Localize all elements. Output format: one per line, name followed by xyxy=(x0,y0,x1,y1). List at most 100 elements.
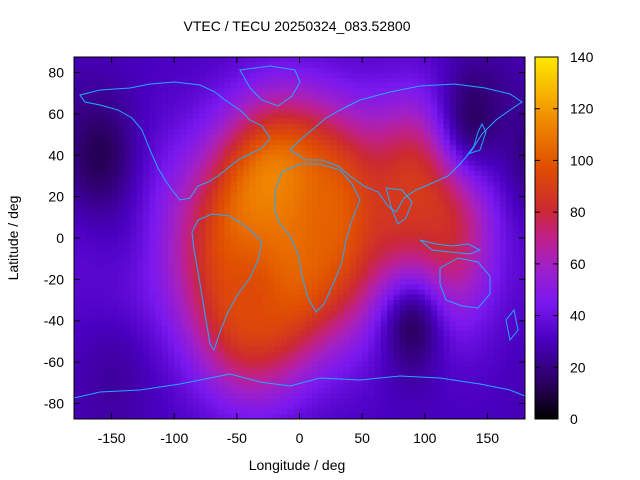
heat-cell xyxy=(518,186,525,193)
heat-cell xyxy=(261,150,269,156)
heat-cell xyxy=(380,377,388,384)
heat-cell xyxy=(424,144,432,151)
heat-cell xyxy=(124,206,131,213)
heat-cell xyxy=(255,346,263,353)
heat-cell xyxy=(318,408,326,415)
heat-cell xyxy=(230,108,238,115)
heat-cell xyxy=(518,82,525,89)
heat-cell xyxy=(293,305,301,311)
heat-cell xyxy=(468,201,476,208)
heat-cell xyxy=(462,315,470,322)
heat-cell xyxy=(236,403,244,410)
heat-cell xyxy=(293,232,301,239)
heat-cell xyxy=(80,165,88,172)
heat-cell xyxy=(86,77,94,84)
heat-cell xyxy=(499,274,507,280)
heat-cell xyxy=(193,243,200,249)
heat-cell xyxy=(418,382,426,389)
heat-cell xyxy=(405,305,413,311)
heat-cell xyxy=(506,170,514,177)
heat-cell xyxy=(243,300,250,306)
heat-cell xyxy=(324,341,332,348)
heat-cell xyxy=(343,377,351,384)
heat-cell xyxy=(374,367,382,374)
heat-cell xyxy=(92,325,100,332)
heat-cell xyxy=(468,346,476,353)
heat-cell xyxy=(424,372,432,379)
heat-cell xyxy=(224,82,232,89)
heat-cell xyxy=(424,77,432,84)
heat-cell xyxy=(437,310,445,317)
heat-cell xyxy=(142,144,150,151)
heat-cell xyxy=(86,398,94,405)
heat-cell xyxy=(506,103,514,110)
heat-cell xyxy=(261,238,269,244)
heat-cell xyxy=(337,124,344,130)
heat-cell xyxy=(124,351,131,358)
heat-cell xyxy=(299,160,307,167)
heat-cell xyxy=(487,181,495,187)
heat-cell xyxy=(368,294,376,301)
heat-cell xyxy=(318,57,326,63)
heat-cell xyxy=(280,77,288,84)
heat-cell xyxy=(299,336,307,343)
heat-cell xyxy=(499,129,507,136)
heat-cell xyxy=(130,72,138,79)
heat-cell xyxy=(286,408,294,415)
heat-cell xyxy=(487,279,495,286)
heat-cell xyxy=(431,387,438,394)
heat-cell xyxy=(218,362,225,368)
heat-cell xyxy=(305,134,313,141)
heat-cell xyxy=(299,382,307,389)
heat-cell xyxy=(205,315,213,322)
heat-cell xyxy=(349,108,357,115)
heat-cell xyxy=(368,346,376,353)
heat-cell xyxy=(180,336,188,343)
heat-cell xyxy=(186,305,194,311)
heat-cell xyxy=(330,222,338,229)
heat-cell xyxy=(199,160,207,167)
heat-cell xyxy=(218,181,225,187)
heat-cell xyxy=(362,62,369,68)
heat-cell xyxy=(374,263,382,270)
heat-cell xyxy=(230,356,238,363)
heat-cell xyxy=(405,300,413,306)
heat-cell xyxy=(387,232,395,239)
heat-cell xyxy=(99,155,106,162)
heat-cell xyxy=(74,300,81,306)
heat-cell xyxy=(368,103,376,110)
heat-cell xyxy=(193,336,200,343)
heat-cell xyxy=(268,372,276,379)
heat-cell xyxy=(493,408,501,415)
heat-cell xyxy=(117,284,125,291)
heat-cell xyxy=(155,300,163,306)
heat-cell xyxy=(249,165,257,172)
heat-cell xyxy=(268,398,276,405)
heat-cell xyxy=(437,124,445,130)
heat-cell xyxy=(142,398,150,405)
heat-cell xyxy=(374,341,382,348)
heat-cell xyxy=(180,393,188,399)
heat-cell xyxy=(405,274,413,280)
heat-cell xyxy=(149,382,157,389)
heat-cell xyxy=(86,413,94,419)
heat-cell xyxy=(274,346,282,353)
heat-cell xyxy=(218,356,225,363)
heat-cell xyxy=(456,346,463,353)
heat-cell xyxy=(236,408,244,415)
heat-cell xyxy=(443,82,451,89)
heat-cell xyxy=(261,300,269,306)
heat-cell xyxy=(487,248,495,255)
heat-cell xyxy=(117,310,125,317)
heat-cell xyxy=(337,170,344,177)
heat-cell xyxy=(155,175,163,182)
heat-cell xyxy=(255,88,263,94)
heat-cell xyxy=(424,201,432,208)
heat-cell xyxy=(211,274,219,280)
heat-cell xyxy=(424,108,432,115)
heat-cell xyxy=(261,284,269,291)
heat-cell xyxy=(312,356,319,363)
heat-cell xyxy=(117,403,125,410)
heat-cell xyxy=(368,72,376,79)
heat-cell xyxy=(268,408,276,415)
